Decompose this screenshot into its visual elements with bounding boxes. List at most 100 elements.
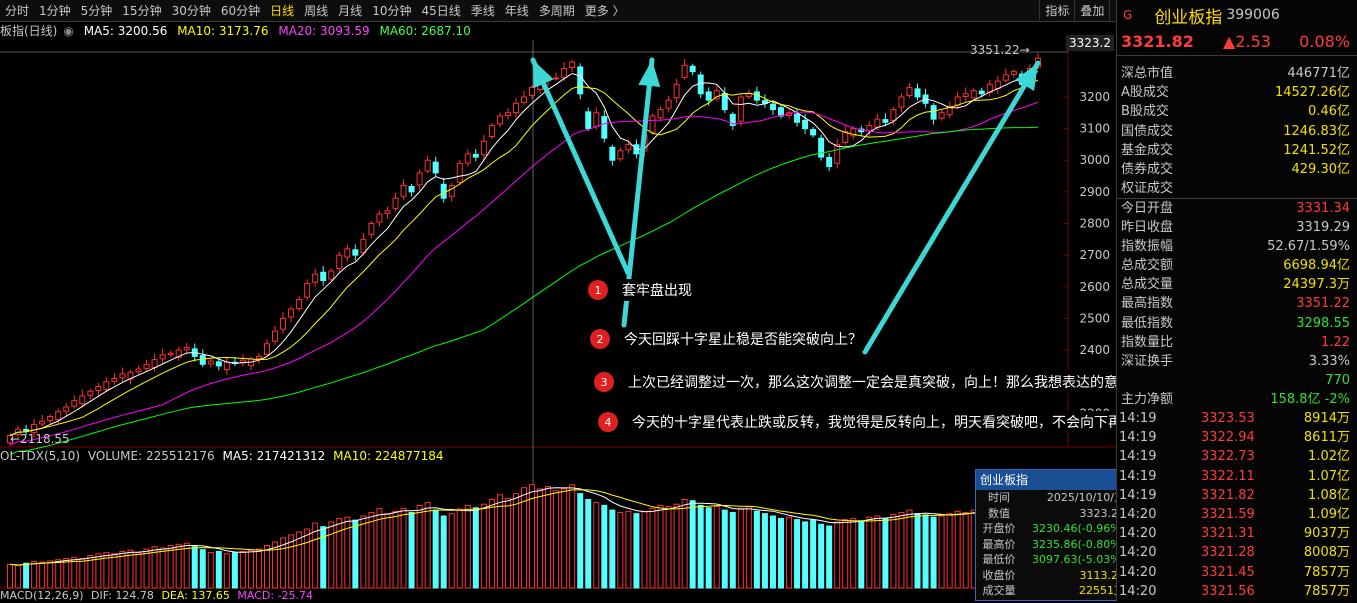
tab-period-3[interactable]: 15分钟	[122, 3, 162, 18]
candle-body	[183, 347, 190, 351]
tab-period-2[interactable]: 5分钟	[80, 3, 113, 18]
volume-bar	[545, 486, 552, 589]
quote-row: 昨日收盘 3319.29	[1117, 218, 1357, 237]
volume-indicator-name: OL-TDX(5,10)	[0, 449, 81, 463]
candle-body	[296, 298, 303, 310]
arrow-1-head	[533, 60, 554, 89]
volume-bar	[721, 509, 728, 589]
macd-dif: DIF: 124.78	[91, 589, 154, 602]
volume-bar	[191, 546, 198, 589]
tab-period-9[interactable]: 10分钟	[372, 3, 412, 18]
tool-button-0[interactable]: 指标	[1039, 0, 1074, 22]
tick-row: 14:20 3321.28 8008万	[1117, 543, 1357, 562]
candle-body	[593, 112, 600, 127]
candle-body	[312, 273, 319, 283]
quote-row-value: 1.22	[1321, 334, 1350, 350]
arrow-3	[862, 60, 1041, 355]
volume-bar	[713, 506, 720, 589]
candle-body	[649, 115, 656, 133]
tab-period-1[interactable]: 1分钟	[39, 3, 71, 18]
popup-row-label: 最低价	[982, 553, 1016, 566]
quote-row-label: 基金成交	[1121, 142, 1174, 158]
volume-bar	[135, 552, 142, 589]
volume-bar	[649, 507, 656, 589]
tab-period-12[interactable]: 年线	[504, 3, 529, 18]
volume-bar	[376, 507, 383, 589]
volume-bar	[641, 510, 648, 589]
popup-header: 创业板指 ✕	[976, 470, 1129, 490]
kline-chart[interactable]: 2200230024002500260027002800290030003100…	[0, 0, 1116, 601]
tab-period-5[interactable]: 60分钟	[220, 3, 261, 18]
quote-flag: G	[1123, 8, 1133, 22]
tab-period-4[interactable]: 30分钟	[171, 3, 211, 18]
volume-bar	[930, 516, 937, 589]
popup-title: 创业板指	[980, 473, 1029, 487]
volume-bar	[537, 488, 544, 589]
candle-body	[95, 385, 102, 391]
volume-bar	[207, 552, 214, 589]
tab-period-7[interactable]: 周线	[304, 3, 329, 18]
volume-bar	[167, 545, 174, 589]
volume-bar	[954, 510, 961, 589]
volume-bar	[111, 553, 118, 589]
candle-body	[392, 197, 399, 209]
tick-row: 14:20 3321.59 1.09亿	[1117, 505, 1357, 524]
candle-body	[745, 93, 752, 97]
popup-row-value: 3323.24	[1079, 506, 1126, 520]
tab-period-6[interactable]: 日线	[270, 3, 295, 18]
tab-period-0[interactable]: 分时	[5, 3, 30, 18]
popup-row-label: 开盘价	[982, 522, 1016, 535]
tick-time: 14:19	[1119, 411, 1157, 426]
quote-price: 3321.82	[1121, 32, 1194, 51]
tab-period-10[interactable]: 45日线	[421, 3, 461, 18]
volume-value: VOLUME: 225512176	[87, 449, 215, 463]
candle-body	[577, 66, 584, 95]
candle-body	[320, 271, 327, 281]
candle-body	[697, 74, 704, 95]
candle-body	[79, 395, 86, 405]
candle-body	[625, 143, 632, 151]
candle-body	[906, 86, 913, 97]
volume-bar	[55, 559, 62, 589]
candle-body	[705, 91, 712, 101]
volume-bar	[47, 560, 54, 589]
volume-bar	[922, 514, 929, 589]
volume-ma5: MA5: 217421312	[222, 449, 326, 463]
candle-body	[521, 96, 527, 103]
tab-period-14[interactable]: 更多 〉	[584, 3, 625, 18]
volume-bar	[424, 501, 431, 589]
tab-period-11[interactable]: 季线	[470, 3, 495, 18]
volume-bar	[946, 513, 953, 589]
volume-bar	[874, 515, 881, 589]
quote-row-value: 1246.83亿	[1283, 123, 1350, 139]
volume-bar	[312, 522, 319, 589]
tick-volume: 1.08亿	[1308, 487, 1350, 503]
tick-time: 14:19	[1119, 430, 1157, 446]
quote-row-label: 总成交额	[1121, 258, 1174, 273]
volume-bar	[215, 550, 222, 589]
candle-body	[448, 185, 455, 197]
volume-bar	[962, 511, 969, 589]
quote-row-label: 深证换手	[1121, 354, 1174, 369]
popup-row-value: 3097.63(-5.03%)	[1032, 553, 1125, 566]
dropdown-icon[interactable]: ◉	[63, 24, 74, 38]
candle-body	[55, 411, 62, 421]
volume-bar	[914, 513, 921, 589]
candle-body	[360, 238, 367, 254]
quote-row-label: 总成交量	[1121, 277, 1174, 293]
tab-period-8[interactable]: 月线	[338, 3, 363, 18]
candle-body	[344, 248, 351, 258]
volume-bar	[264, 545, 270, 589]
volume-bar	[858, 520, 865, 589]
tab-period-13[interactable]: 多周期	[538, 3, 575, 18]
volume-bar	[818, 523, 825, 589]
candle-body	[504, 112, 511, 116]
volume-bar	[593, 501, 600, 589]
candle-body	[400, 185, 407, 197]
candle-body	[665, 99, 672, 109]
candle-body	[866, 124, 873, 132]
quote-row: 今日开盘 3331.34	[1117, 198, 1357, 217]
tool-button-1[interactable]: 叠加	[1074, 0, 1109, 22]
popup-row: 收盘价 3113.26	[976, 569, 1129, 583]
candle-body	[111, 378, 118, 382]
